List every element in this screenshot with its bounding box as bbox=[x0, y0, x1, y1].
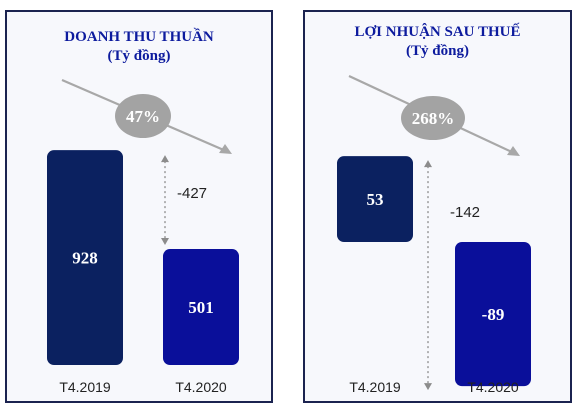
change-badge bbox=[115, 94, 171, 138]
x-tick-label: T4.2019 bbox=[349, 379, 401, 395]
bar-value-label: -89 bbox=[482, 305, 505, 324]
change-badge-label: 47% bbox=[126, 107, 160, 126]
bar-T4.2020 bbox=[455, 242, 531, 387]
x-tick-label: T4.2019 bbox=[59, 379, 111, 395]
change-badge-label: 268% bbox=[412, 109, 455, 128]
bar-T4.2019 bbox=[47, 150, 123, 365]
chart-subtitle: (Tỷ đồng) bbox=[406, 43, 469, 59]
bar-T4.2019 bbox=[337, 156, 413, 242]
chart-title-text: LỢI NHUẬN SAU THUẾ bbox=[354, 24, 521, 40]
bar-value-label: 928 bbox=[72, 249, 98, 268]
chart-panel-revenue: DOANH THU THUẦN (Tỷ đồng) 928 T4.2019 501 T… bbox=[5, 10, 273, 403]
change-badge bbox=[401, 96, 465, 140]
revenue-chart-svg: 928 T4.2019 501 T4.2020 -427 47% bbox=[47, 78, 239, 395]
profit-chart-svg: 53 T4.2019 -89 T4.2020 -142 268% bbox=[337, 75, 531, 395]
bar-T4.2020 bbox=[163, 249, 239, 365]
difference-arrow-down bbox=[161, 238, 169, 246]
bar-value-label: 501 bbox=[188, 298, 214, 317]
difference-arrow-up bbox=[161, 155, 169, 163]
difference-label: -142 bbox=[450, 204, 480, 221]
x-tick-label: T4.2020 bbox=[467, 379, 519, 395]
bar-value-label: 53 bbox=[367, 190, 384, 209]
trend-arrow-head bbox=[507, 146, 520, 156]
trend-arrow-head bbox=[219, 144, 232, 154]
chart-title: LỢI NHUẬN SAU THUẾ (Tỷ đồng) bbox=[305, 23, 570, 61]
chart-title: DOANH THU THUẦN (Tỷ đồng) bbox=[7, 28, 271, 66]
difference-label: -427 bbox=[177, 185, 207, 202]
difference-arrow-down bbox=[424, 383, 432, 391]
chart-panel-profit: LỢI NHUẬN SAU THUẾ (Tỷ đồng) 53 T4.2019 -8… bbox=[303, 10, 572, 403]
x-tick-label: T4.2020 bbox=[175, 379, 227, 395]
difference-arrow-up bbox=[424, 160, 432, 168]
chart-title-text: DOANH THU THUẦN bbox=[64, 29, 214, 45]
chart-subtitle: (Tỷ đồng) bbox=[107, 48, 171, 64]
